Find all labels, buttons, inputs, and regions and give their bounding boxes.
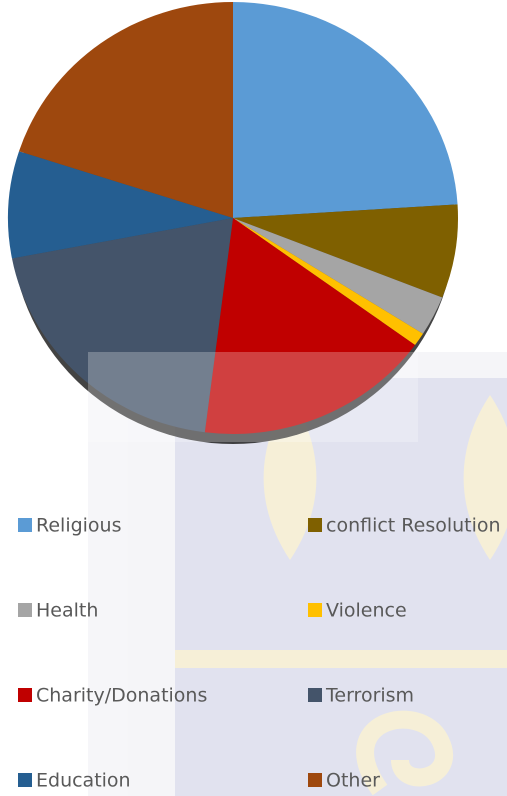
watermark-overlay <box>88 352 418 442</box>
legend: Religious conflict Resolution Health Violen… <box>18 515 501 792</box>
pie-slice <box>204 218 416 434</box>
legend-swatch <box>308 688 322 702</box>
pie-slice <box>233 218 443 334</box>
pie-slice <box>19 2 233 218</box>
legend-label: conflict Resolution <box>326 515 501 537</box>
legend-label: Religious <box>36 515 122 537</box>
legend-swatch <box>18 773 32 787</box>
pie-slice <box>233 2 458 218</box>
pie-slice <box>233 218 423 345</box>
pie-slice <box>7 151 233 259</box>
legend-label: Charity/Donations <box>36 685 207 707</box>
pie-slice <box>233 204 458 298</box>
legend-label: Education <box>36 770 131 792</box>
legend-label: Health <box>36 600 98 622</box>
pie-slice <box>11 218 234 433</box>
pie <box>7 2 458 434</box>
legend-label: Violence <box>326 600 407 622</box>
legend-swatch <box>308 773 322 787</box>
legend-swatch <box>18 688 32 702</box>
legend-swatch <box>308 518 322 532</box>
legend-label: Other <box>326 770 380 792</box>
legend-label: Terrorism <box>325 685 414 707</box>
legend-swatch <box>18 603 32 617</box>
legend-swatch <box>18 518 32 532</box>
legend-swatch <box>308 603 322 617</box>
